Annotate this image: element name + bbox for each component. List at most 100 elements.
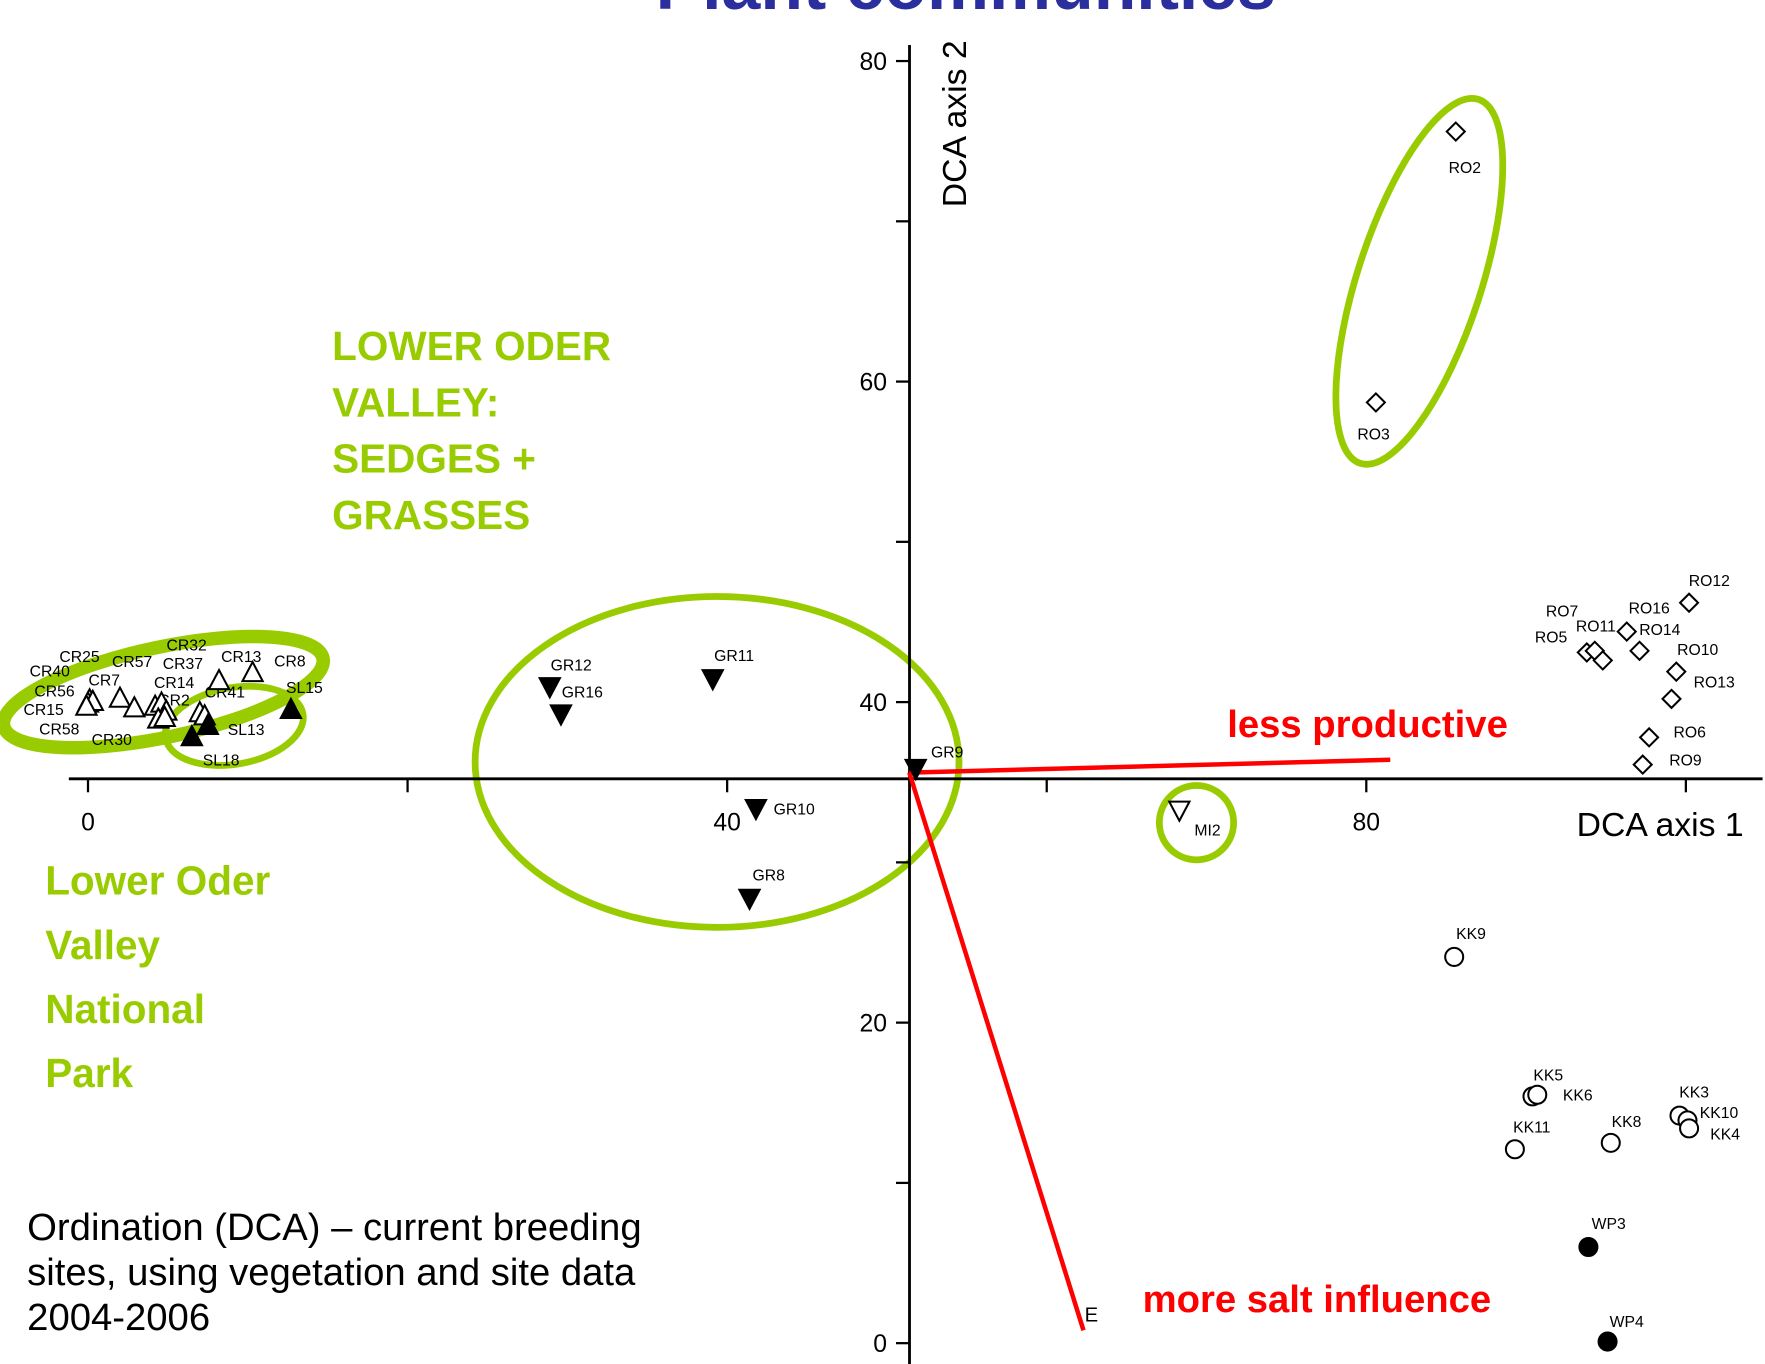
point-label: KK6 [1563, 1087, 1593, 1104]
point-label: CR58 [39, 721, 80, 738]
point [537, 677, 562, 700]
point-label: RO3 [1357, 427, 1390, 444]
point [196, 712, 220, 736]
annotation: Valley [45, 922, 160, 968]
point-label: CR40 [30, 664, 71, 681]
point-label: KK11 [1513, 1119, 1550, 1136]
point-label: CR8 [274, 654, 306, 671]
point [903, 758, 928, 782]
point [700, 669, 725, 692]
outline [1332, 95, 1507, 468]
outline [471, 593, 963, 931]
point-label: KK8 [1612, 1114, 1642, 1131]
y-tick-label: 0 [873, 1331, 887, 1358]
point [180, 723, 204, 747]
group-outlines [0, 95, 1507, 931]
point [240, 659, 265, 683]
point-label: CR7 [88, 672, 120, 689]
point-label: RO5 [1535, 629, 1568, 646]
point [744, 798, 768, 822]
point-label: RO11 [1576, 619, 1616, 636]
point-label: RO6 [1673, 724, 1706, 741]
outline [1155, 782, 1238, 864]
x-axis-label: DCA axis 1 [1577, 806, 1744, 844]
point [1679, 1118, 1700, 1139]
point-label: RO14 [1639, 622, 1680, 639]
point-label: RO13 [1694, 675, 1735, 692]
point [279, 696, 303, 720]
y-tick-label: 80 [859, 49, 887, 76]
outline [0, 629, 331, 755]
point-label: KK5 [1533, 1068, 1563, 1085]
point-label: SL13 [228, 722, 265, 739]
point-label: MI2 [1194, 822, 1220, 839]
vector [907, 771, 1086, 1332]
annotation: SEDGES + [332, 436, 536, 482]
point [1445, 121, 1467, 142]
point [737, 888, 762, 912]
point-label: KK9 [1456, 926, 1486, 943]
annotation: GRASSES [332, 492, 530, 538]
x-tick-label: 40 [713, 810, 741, 837]
point-label: WP3 [1592, 1216, 1626, 1233]
point-label: GR11 [714, 648, 754, 665]
point-label: RO10 [1677, 642, 1718, 659]
point-label: CR14 [154, 675, 195, 692]
point [1527, 1084, 1548, 1105]
point [1629, 640, 1650, 662]
annotation: VALLEY: [332, 379, 499, 425]
point-label: CR57 [112, 654, 152, 671]
point-label: CR15 [23, 702, 64, 719]
point [152, 704, 177, 728]
point-label: RO7 [1546, 603, 1578, 620]
point-label: SL15 [286, 680, 323, 697]
point-label: SL18 [203, 752, 240, 769]
point [108, 685, 132, 708]
x-tick-label: 80 [1353, 810, 1381, 837]
point [1597, 1331, 1618, 1352]
annotation: 2004-2006 [27, 1296, 210, 1339]
point [74, 693, 99, 716]
y-tick-label: 60 [859, 370, 887, 397]
point [1632, 754, 1654, 776]
point [1661, 688, 1682, 710]
point-label: CR32 [166, 638, 206, 655]
annotation: National [45, 986, 205, 1032]
point [122, 695, 147, 718]
point-label: CR37 [163, 656, 203, 673]
annotation: Park [45, 1050, 133, 1096]
point [1167, 800, 1192, 823]
annotation: sites, using vegetation and site data [27, 1251, 636, 1294]
y-axis-label: DCA axis 2 [936, 40, 974, 207]
chart-title: Plant communities [656, 0, 1276, 24]
point-label: WP4 [1610, 1314, 1644, 1331]
x-tick-label: 0 [81, 810, 95, 837]
point [1504, 1139, 1525, 1160]
point-label: RO12 [1689, 573, 1730, 590]
point-label: CR13 [221, 649, 262, 666]
y-tick-label: 20 [859, 1011, 887, 1038]
point [1365, 391, 1387, 413]
point-label: CR30 [92, 732, 133, 749]
point-label: GR10 [774, 802, 815, 819]
point-label: GR9 [931, 745, 964, 762]
vector-label: less productive [1227, 703, 1508, 746]
point-label: RO16 [1629, 601, 1670, 618]
vector-tip-label: E [1085, 1304, 1099, 1326]
point [207, 667, 231, 691]
point-label: RO2 [1449, 160, 1481, 177]
point [1616, 621, 1638, 643]
point-label: KK3 [1679, 1085, 1709, 1102]
point-label: GR12 [551, 657, 592, 674]
point [549, 704, 573, 727]
point-label: CR25 [59, 649, 100, 666]
point [1578, 1236, 1599, 1258]
point [1665, 661, 1687, 683]
point-label: RO9 [1669, 753, 1702, 770]
vector [909, 757, 1391, 775]
vector-label: more salt influence [1143, 1278, 1492, 1321]
point [1600, 1132, 1621, 1153]
point [1444, 946, 1465, 967]
